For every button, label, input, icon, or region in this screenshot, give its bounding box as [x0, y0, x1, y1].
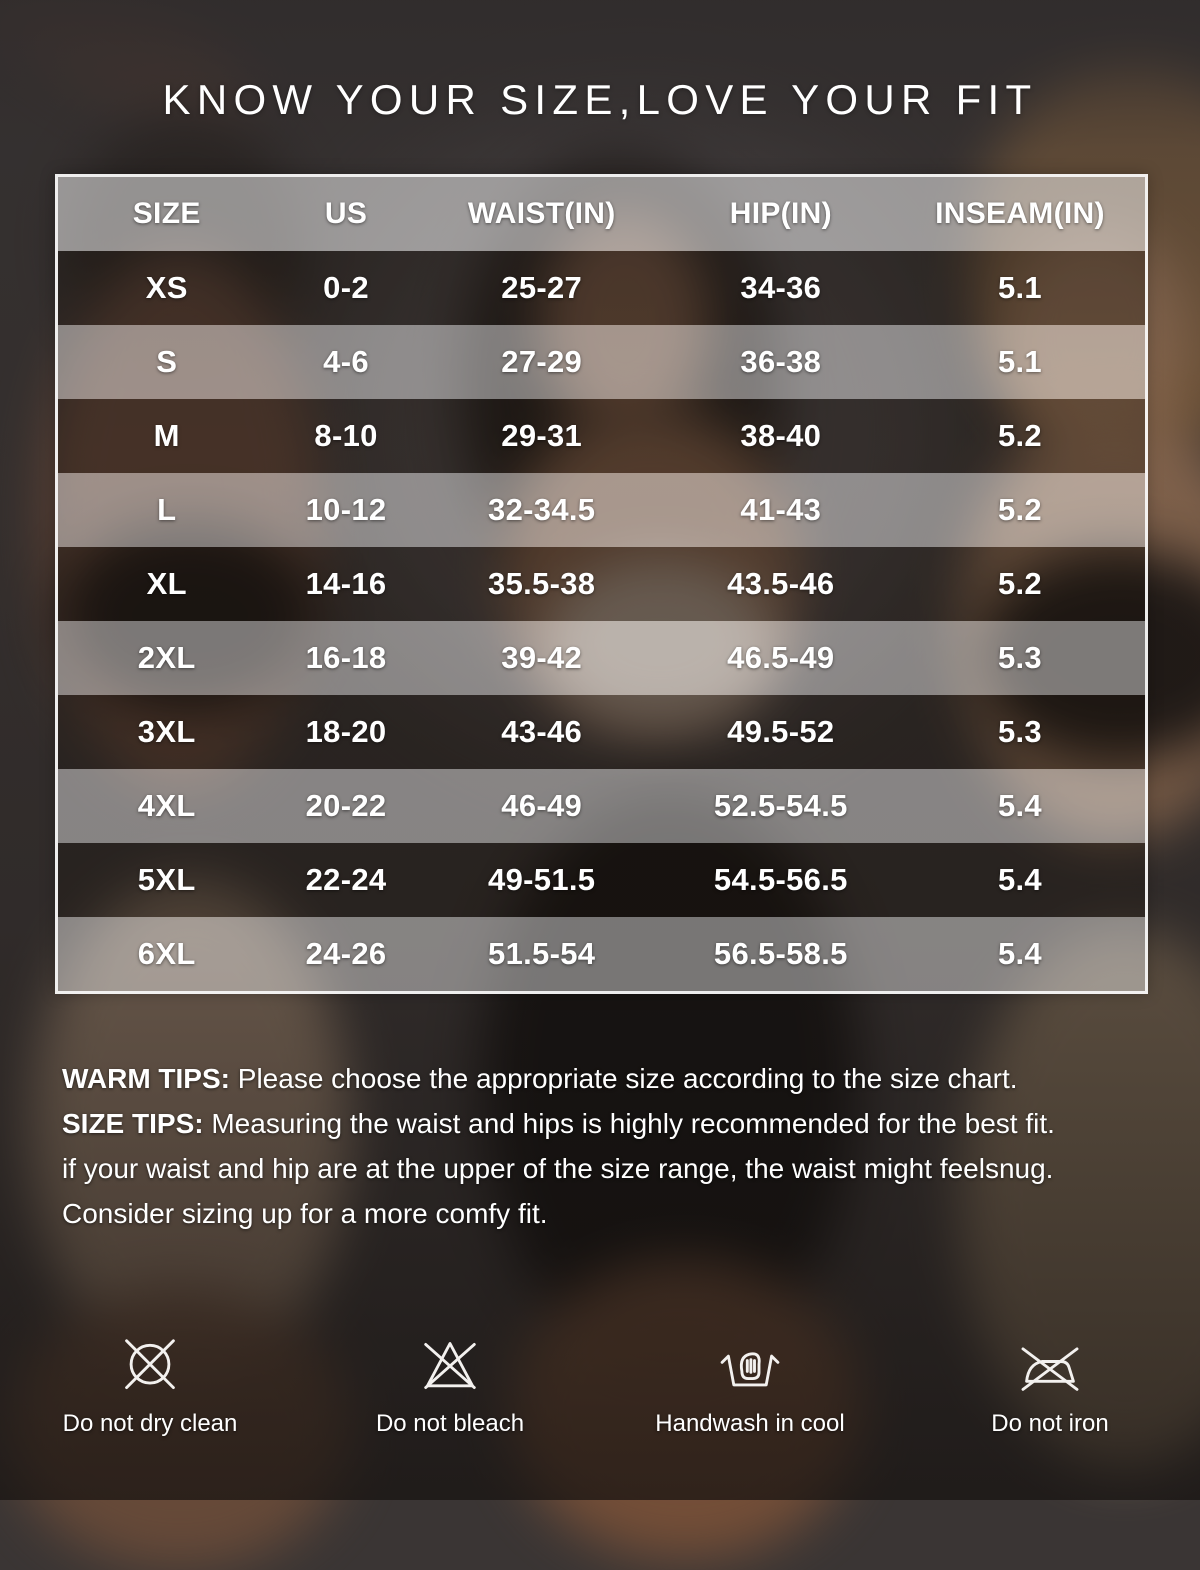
size-cell: 4XL: [137, 788, 196, 823]
waist-cell: 46-49: [501, 788, 583, 823]
care-item-bleach: Do not bleach: [300, 1330, 600, 1438]
us-cell: 10-12: [305, 492, 387, 527]
us-cell: 16-18: [305, 640, 387, 675]
care-label: Do not bleach: [375, 1410, 525, 1437]
inseam-cell: 5.1: [997, 270, 1042, 305]
inseam-cell: 5.4: [997, 862, 1042, 897]
waist-cell: 35.5-38: [488, 566, 596, 601]
waist-cell: 43-46: [501, 714, 583, 749]
inseam-cell: 5.1: [997, 344, 1042, 379]
us-cell: 4-6: [323, 344, 369, 379]
inseam-cell: 5.2: [997, 492, 1042, 527]
care-label: Do not iron: [991, 1410, 1109, 1437]
size-cell: 3XL: [137, 714, 196, 749]
size-cell: 5XL: [137, 862, 196, 897]
table-row: S 4-6 27-29 36-38 5.1: [58, 325, 1145, 399]
hip-cell: 41-43: [740, 492, 822, 527]
table-row: 2XL 16-18 39-42 46.5-49 5.3: [58, 621, 1145, 695]
care-item-iron: Do not iron: [900, 1330, 1200, 1438]
table-row: M 8-10 29-31 38-40 5.2: [58, 399, 1145, 473]
hip-cell: 34-36: [740, 270, 822, 305]
hip-cell: 46.5-49: [727, 640, 835, 675]
size-cell: 6XL: [137, 936, 196, 971]
size-cell: 2XL: [137, 640, 196, 675]
size-tips-line: SIZE TIPS: Measuring the waist and hips …: [62, 1101, 1152, 1146]
header-inseam: INSEAM(IN): [935, 197, 1105, 230]
table-row: 4XL 20-22 46-49 52.5-54.5 5.4: [58, 769, 1145, 843]
inseam-cell: 5.4: [997, 936, 1042, 971]
waist-cell: 29-31: [501, 418, 583, 453]
hip-cell: 36-38: [740, 344, 822, 379]
size-cell: L: [157, 492, 177, 527]
table-header-row: SIZE US WAIST(IN) HIP(IN) INSEAM(IN): [58, 177, 1145, 251]
hip-cell: 54.5-56.5: [713, 862, 848, 897]
care-label: Handwash in cool: [655, 1410, 845, 1437]
us-cell: 14-16: [305, 566, 387, 601]
waist-cell: 49-51.5: [488, 862, 596, 897]
inseam-cell: 5.2: [997, 418, 1042, 453]
do-not-dry-clean-icon: [114, 1330, 186, 1402]
table-row: XS 0-2 25-27 34-36 5.1: [58, 251, 1145, 325]
size-cell: XL: [146, 566, 187, 601]
do-not-bleach-icon: [414, 1330, 486, 1402]
waist-cell: 51.5-54: [488, 936, 596, 971]
size-tips-label: SIZE TIPS:: [62, 1108, 204, 1139]
us-cell: 20-22: [305, 788, 387, 823]
size-cell: M: [153, 418, 180, 453]
warm-tips-label: WARM TIPS:: [62, 1063, 230, 1094]
header-us: US: [324, 197, 368, 230]
header-hip: HIP(IN): [729, 197, 832, 230]
hip-cell: 56.5-58.5: [713, 936, 848, 971]
size-cell: S: [156, 344, 178, 379]
table-row: XL 14-16 35.5-38 43.5-46 5.2: [58, 547, 1145, 621]
us-cell: 24-26: [305, 936, 387, 971]
us-cell: 22-24: [305, 862, 387, 897]
handwash-icon: [714, 1330, 786, 1402]
inseam-cell: 5.4: [997, 788, 1042, 823]
us-cell: 18-20: [305, 714, 387, 749]
waist-cell: 32-34.5: [488, 492, 596, 527]
us-cell: 0-2: [323, 270, 369, 305]
care-instructions-row: Do not dry clean Do not bleach Handwash …: [0, 1330, 1200, 1438]
hip-cell: 49.5-52: [727, 714, 835, 749]
tips-line-3: if your waist and hip are at the upper o…: [62, 1153, 1054, 1184]
waist-cell: 39-42: [501, 640, 583, 675]
header-waist: WAIST(IN): [467, 197, 616, 230]
hip-cell: 52.5-54.5: [713, 788, 848, 823]
do-not-iron-icon: [1014, 1330, 1086, 1402]
hip-cell: 43.5-46: [727, 566, 835, 601]
tips-section: WARM TIPS: Please choose the appropriate…: [62, 1056, 1152, 1236]
care-item-dry-clean: Do not dry clean: [0, 1330, 300, 1438]
warm-tips-line: WARM TIPS: Please choose the appropriate…: [62, 1056, 1152, 1101]
size-chart-table: SIZE US WAIST(IN) HIP(IN) INSEAM(IN) XS …: [55, 174, 1148, 994]
inseam-cell: 5.3: [997, 714, 1042, 749]
table-row: 3XL 18-20 43-46 49.5-52 5.3: [58, 695, 1145, 769]
hip-cell: 38-40: [740, 418, 822, 453]
size-cell: XS: [145, 270, 188, 305]
table-row: L 10-12 32-34.5 41-43 5.2: [58, 473, 1145, 547]
care-label: Do not dry clean: [62, 1410, 238, 1437]
table-row: 6XL 24-26 51.5-54 56.5-58.5 5.4: [58, 917, 1145, 991]
size-tips-text: Measuring the waist and hips is highly r…: [203, 1108, 1055, 1139]
inseam-cell: 5.2: [997, 566, 1042, 601]
table-row: 5XL 22-24 49-51.5 54.5-56.5 5.4: [58, 843, 1145, 917]
waist-cell: 25-27: [501, 270, 583, 305]
care-item-handwash: Handwash in cool: [600, 1330, 900, 1438]
header-size: SIZE: [132, 197, 201, 230]
inseam-cell: 5.3: [997, 640, 1042, 675]
warm-tips-text: Please choose the appropriate size accor…: [230, 1063, 1018, 1094]
us-cell: 8-10: [314, 418, 378, 453]
tips-line-4: Consider sizing up for a more comfy fit.: [62, 1198, 548, 1229]
waist-cell: 27-29: [501, 344, 583, 379]
page-title: KNOW YOUR SIZE,LOVE YOUR FIT: [162, 76, 1038, 123]
